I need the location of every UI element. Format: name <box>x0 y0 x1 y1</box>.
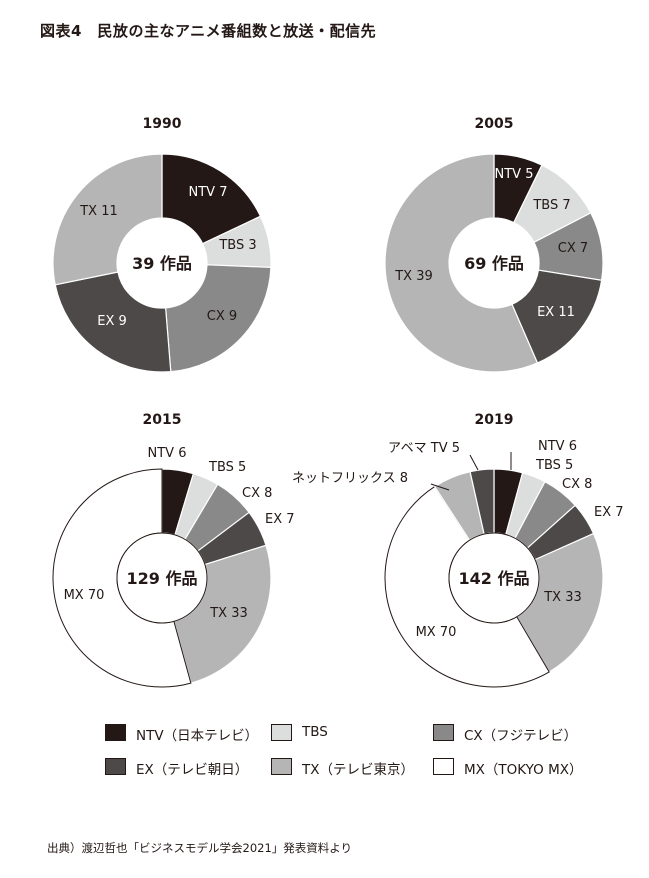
slice-label-ex: EX 9 <box>97 314 127 329</box>
center-total-label: 69 作品 <box>464 254 524 273</box>
legend-swatch-ex <box>105 758 126 775</box>
legend-label-ntv: NTV（日本テレビ） <box>136 724 258 744</box>
slice-label-ex: EX 11 <box>537 305 575 320</box>
legend-swatch-tbs <box>271 724 292 741</box>
slice-label-mx: MX 70 <box>64 588 105 603</box>
center-total-label: 129 作品 <box>127 569 198 588</box>
legend-swatch-ntv <box>105 724 126 741</box>
center-total-label: 142 作品 <box>459 569 530 588</box>
slice-label-tx: TX 11 <box>79 204 118 219</box>
chart-year-title: 2015 <box>143 412 182 428</box>
slice-label-ntv: NTV 6 <box>538 439 577 454</box>
slice-label-ntv: NTV 7 <box>189 185 228 200</box>
slice-label-other: ネットフリックス 8 <box>292 471 408 486</box>
slice-label-cx: CX 9 <box>207 309 237 324</box>
legend-label-mx: MX（TOKYO MX） <box>464 758 582 778</box>
leader-line <box>470 455 478 470</box>
slice-label-tbs: TBS 5 <box>208 460 246 475</box>
slice-label-tx: TX 33 <box>209 606 248 621</box>
slice-label-tx: TX 33 <box>543 590 582 605</box>
legend-swatch-tx <box>271 758 292 775</box>
slice-label-tx: TX 39 <box>394 269 433 284</box>
slice-label-ntv: NTV 6 <box>148 446 187 461</box>
slice-label-cx: CX 8 <box>562 477 592 492</box>
slice-label-tbs: TBS 3 <box>218 238 256 253</box>
chart-year-title: 1990 <box>143 116 182 132</box>
donut-chart-2015: 2015 129 作品 NTV 6 TBS 5 CX 8 EX 7 TX 33 MX 70 <box>53 412 295 687</box>
slice-label-ntv: NTV 5 <box>495 167 534 182</box>
slice-label-tbs: TBS 5 <box>535 458 573 473</box>
legend-swatch-cx <box>433 724 454 741</box>
slice-label-ex: EX 7 <box>594 505 624 520</box>
legend-swatch-mx <box>433 758 454 775</box>
legend-label-ex: EX（テレビ朝日） <box>136 758 248 778</box>
donut-chart-2019: 2019 142 作品 NTV 6 TBS 5 CX 8EX 7 TX 33 MX 70 ネッ… <box>292 412 624 687</box>
chart-year-title: 2005 <box>475 116 514 132</box>
chart-year-title: 2019 <box>475 412 514 428</box>
slice-label-tbs: TBS 7 <box>532 198 570 213</box>
source-note: 出典）渡辺哲也「ビジネスモデル学会2021」発表資料より <box>47 840 352 856</box>
slice-label-cx: CX 8 <box>242 486 272 501</box>
slice-label-cx: CX 7 <box>558 241 588 256</box>
donut-chart-2005: 2005 69 作品 NTV 5 TBS 7 CX 7 EX 11 TX 39 <box>385 116 603 372</box>
legend-label-cx: CX（フジテレビ） <box>464 724 577 744</box>
legend-label-tbs: TBS <box>302 724 328 740</box>
slice-label-ex: EX 7 <box>265 512 295 527</box>
slice-label-mx: MX 70 <box>416 625 457 640</box>
donut-chart-1990: 1990 39 作品 NTV 7 TBS 3 CX 9 EX 9 TX 11 <box>53 116 271 372</box>
center-total-label: 39 作品 <box>132 254 192 273</box>
legend-label-tx: TX（テレビ東京） <box>302 758 414 778</box>
slice-label-ex: アベマ TV 5 <box>388 441 460 456</box>
